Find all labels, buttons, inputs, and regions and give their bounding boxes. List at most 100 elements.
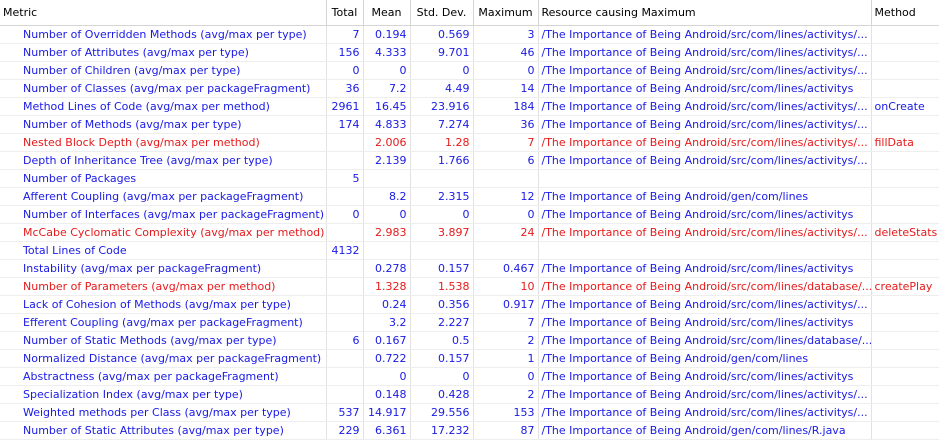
std-dev-cell xyxy=(410,169,474,188)
maximum-cell: 0.467 xyxy=(473,259,539,278)
table-row[interactable]: Number of Classes (avg/max per packageFr… xyxy=(0,79,939,98)
method-cell xyxy=(871,25,939,44)
resource-cell: /The Importance of Being Android/src/com… xyxy=(538,331,872,350)
table-row[interactable]: Number of Static Attributes (avg/max per… xyxy=(0,421,939,440)
mean-cell xyxy=(363,241,411,260)
metric-name-cell: Efferent Coupling (avg/max per packageFr… xyxy=(0,313,327,332)
std-dev-cell: 3.897 xyxy=(410,223,474,242)
total-cell: 0 xyxy=(326,205,364,224)
column-header-total[interactable]: Total xyxy=(326,0,364,26)
column-header-mean[interactable]: Mean xyxy=(363,0,411,26)
table-row[interactable]: Normalized Distance (avg/max per package… xyxy=(0,349,939,368)
metric-name-cell: Afferent Coupling (avg/max per packageFr… xyxy=(0,187,327,206)
table-row[interactable]: Afferent Coupling (avg/max per packageFr… xyxy=(0,187,939,206)
table-row[interactable]: Instability (avg/max per packageFragment… xyxy=(0,259,939,278)
column-header-maximum[interactable]: Maximum xyxy=(473,0,539,26)
method-cell xyxy=(871,421,939,440)
column-header-method[interactable]: Method xyxy=(871,0,939,26)
mean-cell xyxy=(363,169,411,188)
std-dev-cell: 0.428 xyxy=(410,385,474,404)
table-row[interactable]: Number of Attributes (avg/max per type) 1… xyxy=(0,43,939,62)
method-cell xyxy=(871,403,939,422)
resource-cell: /The Importance of Being Android/src/com… xyxy=(538,151,872,170)
table-row[interactable]: Number of Packages 5 xyxy=(0,169,939,188)
maximum-cell: 0 xyxy=(473,205,539,224)
table-row[interactable]: Lack of Cohesion of Methods (avg/max per… xyxy=(0,295,939,314)
maximum-cell: 2 xyxy=(473,331,539,350)
maximum-cell: 14 xyxy=(473,79,539,98)
table-row[interactable]: Number of Overridden Methods (avg/max pe… xyxy=(0,25,939,44)
std-dev-cell: 0.157 xyxy=(410,349,474,368)
maximum-cell: 87 xyxy=(473,421,539,440)
total-cell xyxy=(326,295,364,314)
method-cell xyxy=(871,205,939,224)
std-dev-cell: 0.569 xyxy=(410,25,474,44)
table-row[interactable]: Number of Static Methods (avg/max per ty… xyxy=(0,331,939,350)
table-row[interactable]: Number of Methods (avg/max per type) 174 4… xyxy=(0,115,939,134)
maximum-cell: 0.917 xyxy=(473,295,539,314)
resource-cell: /The Importance of Being Android/src/com… xyxy=(538,259,872,278)
table-row[interactable]: Depth of Inheritance Tree (avg/max per t… xyxy=(0,151,939,170)
total-cell xyxy=(326,367,364,386)
table-row[interactable]: Total Lines of Code 4132 xyxy=(0,241,939,260)
method-cell xyxy=(871,115,939,134)
mean-cell: 2.139 xyxy=(363,151,411,170)
resource-cell: /The Importance of Being Android/src/com… xyxy=(538,133,872,152)
metric-name-cell: Number of Overridden Methods (avg/max pe… xyxy=(0,25,327,44)
std-dev-cell: 2.315 xyxy=(410,187,474,206)
table-row[interactable]: Method Lines of Code (avg/max per method… xyxy=(0,97,939,116)
method-cell xyxy=(871,367,939,386)
column-header-std-dev[interactable]: Std. Dev. xyxy=(410,0,474,26)
total-cell: 156 xyxy=(326,43,364,62)
total-cell: 36 xyxy=(326,79,364,98)
table-row[interactable]: Efferent Coupling (avg/max per packageFr… xyxy=(0,313,939,332)
total-cell: 229 xyxy=(326,421,364,440)
resource-cell: /The Importance of Being Android/src/com… xyxy=(538,61,872,80)
std-dev-cell: 0 xyxy=(410,367,474,386)
maximum-cell: 12 xyxy=(473,187,539,206)
metric-name-cell: Number of Static Methods (avg/max per ty… xyxy=(0,331,327,350)
resource-cell: /The Importance of Being Android/src/com… xyxy=(538,403,872,422)
resource-cell: /The Importance of Being Android/src/com… xyxy=(538,277,872,296)
method-cell xyxy=(871,295,939,314)
column-header-resource[interactable]: Resource causing Maximum xyxy=(538,0,872,26)
mean-cell: 0 xyxy=(363,367,411,386)
table-row[interactable]: Number of Children (avg/max per type) 0 0 0… xyxy=(0,61,939,80)
metric-name-cell: Weighted methods per Class (avg/max per … xyxy=(0,403,327,422)
method-cell xyxy=(871,241,939,260)
std-dev-cell: 17.232 xyxy=(410,421,474,440)
metric-name-cell: Number of Attributes (avg/max per type) xyxy=(0,43,327,62)
mean-cell: 4.833 xyxy=(363,115,411,134)
metric-name-cell: Number of Children (avg/max per type) xyxy=(0,61,327,80)
table-row[interactable]: Weighted methods per Class (avg/max per … xyxy=(0,403,939,422)
table-row[interactable]: McCabe Cyclomatic Complexity (avg/max pe… xyxy=(0,223,939,242)
method-cell xyxy=(871,385,939,404)
total-cell: 5 xyxy=(326,169,364,188)
metric-name-cell: Number of Interfaces (avg/max per packag… xyxy=(0,205,327,224)
table-row[interactable]: Abstractness (avg/max per packageFragmen… xyxy=(0,367,939,386)
total-cell xyxy=(326,349,364,368)
table-row[interactable]: Nested Block Depth (avg/max per method) 2… xyxy=(0,133,939,152)
maximum-cell xyxy=(473,169,539,188)
metric-name-cell: Instability (avg/max per packageFragment… xyxy=(0,259,327,278)
mean-cell: 0 xyxy=(363,205,411,224)
total-cell: 4132 xyxy=(326,241,364,260)
maximum-cell: 0 xyxy=(473,367,539,386)
metric-name-cell: Depth of Inheritance Tree (avg/max per t… xyxy=(0,151,327,170)
total-cell: 7 xyxy=(326,25,364,44)
method-cell: createPlay xyxy=(871,277,939,296)
resource-cell xyxy=(538,169,872,188)
total-cell: 2961 xyxy=(326,97,364,116)
maximum-cell: 1 xyxy=(473,349,539,368)
column-header-metric[interactable]: Metric xyxy=(0,0,327,26)
table-row[interactable]: Specialization Index (avg/max per type) 0… xyxy=(0,385,939,404)
table-row[interactable]: Number of Interfaces (avg/max per packag… xyxy=(0,205,939,224)
table-row[interactable]: Number of Parameters (avg/max per method… xyxy=(0,277,939,296)
std-dev-cell: 0.157 xyxy=(410,259,474,278)
maximum-cell: 7 xyxy=(473,313,539,332)
maximum-cell: 10 xyxy=(473,277,539,296)
total-cell xyxy=(326,385,364,404)
resource-cell: /The Importance of Being Android/src/com… xyxy=(538,25,872,44)
std-dev-cell: 29.556 xyxy=(410,403,474,422)
